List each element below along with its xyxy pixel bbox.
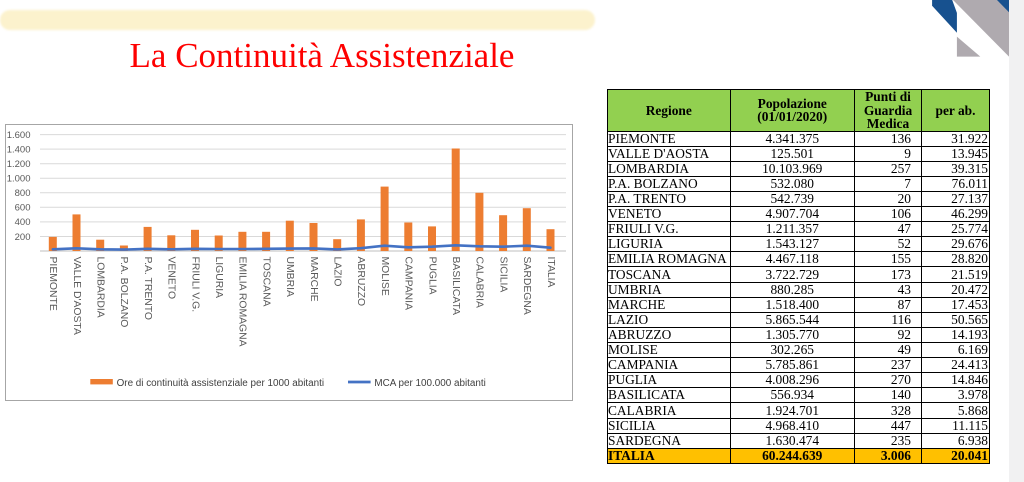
svg-text:1.600: 1.600 <box>7 130 31 141</box>
svg-text:VALLE D'AOSTA: VALLE D'AOSTA <box>71 257 82 335</box>
svg-text:CAMPANIA: CAMPANIA <box>403 257 414 311</box>
svg-text:TOSCANA: TOSCANA <box>260 257 271 307</box>
svg-text:UMBRIA: UMBRIA <box>284 257 295 297</box>
svg-text:400: 400 <box>15 217 31 228</box>
svg-text:MOLISE: MOLISE <box>379 257 390 296</box>
svg-text:FRIULI V.G.: FRIULI V.G. <box>189 257 200 313</box>
svg-text:600: 600 <box>15 203 31 214</box>
svg-text:200: 200 <box>15 232 31 243</box>
svg-text:MARCHE: MARCHE <box>308 257 319 302</box>
svg-text:1.400: 1.400 <box>7 144 31 155</box>
svg-text:BASILICATA: BASILICATA <box>450 257 461 316</box>
svg-text:P.A. BOLZANO: P.A. BOLZANO <box>118 257 129 328</box>
svg-text:SARDEGNA: SARDEGNA <box>521 257 532 315</box>
svg-text:800: 800 <box>15 188 31 199</box>
svg-text:P.A. TRENTO: P.A. TRENTO <box>142 257 153 321</box>
svg-text:VENETO: VENETO <box>166 257 177 300</box>
svg-text:SICILIA: SICILIA <box>497 257 508 293</box>
svg-text:PUGLIA: PUGLIA <box>426 257 437 295</box>
svg-text:ITALIA: ITALIA <box>545 257 556 288</box>
svg-text:1.200: 1.200 <box>7 159 31 170</box>
svg-text:1.000: 1.000 <box>7 174 31 185</box>
svg-text:ABRUZZO: ABRUZZO <box>355 257 366 307</box>
svg-text:LIGURIA: LIGURIA <box>213 257 224 299</box>
svg-text:MCA per 100.000 abitanti: MCA per 100.000 abitanti <box>374 378 485 389</box>
svg-text:EMILIA ROMAGNA: EMILIA ROMAGNA <box>237 257 248 347</box>
svg-text:CALABRIA: CALABRIA <box>474 257 485 308</box>
svg-text:Ore di continuità assistenzial: Ore di continuità assistenziale per 1000… <box>117 378 325 389</box>
svg-text:LAZIO: LAZIO <box>331 257 342 287</box>
svg-text:PIEMONTE: PIEMONTE <box>47 257 58 311</box>
svg-text:LOMBARDIA: LOMBARDIA <box>94 257 105 318</box>
